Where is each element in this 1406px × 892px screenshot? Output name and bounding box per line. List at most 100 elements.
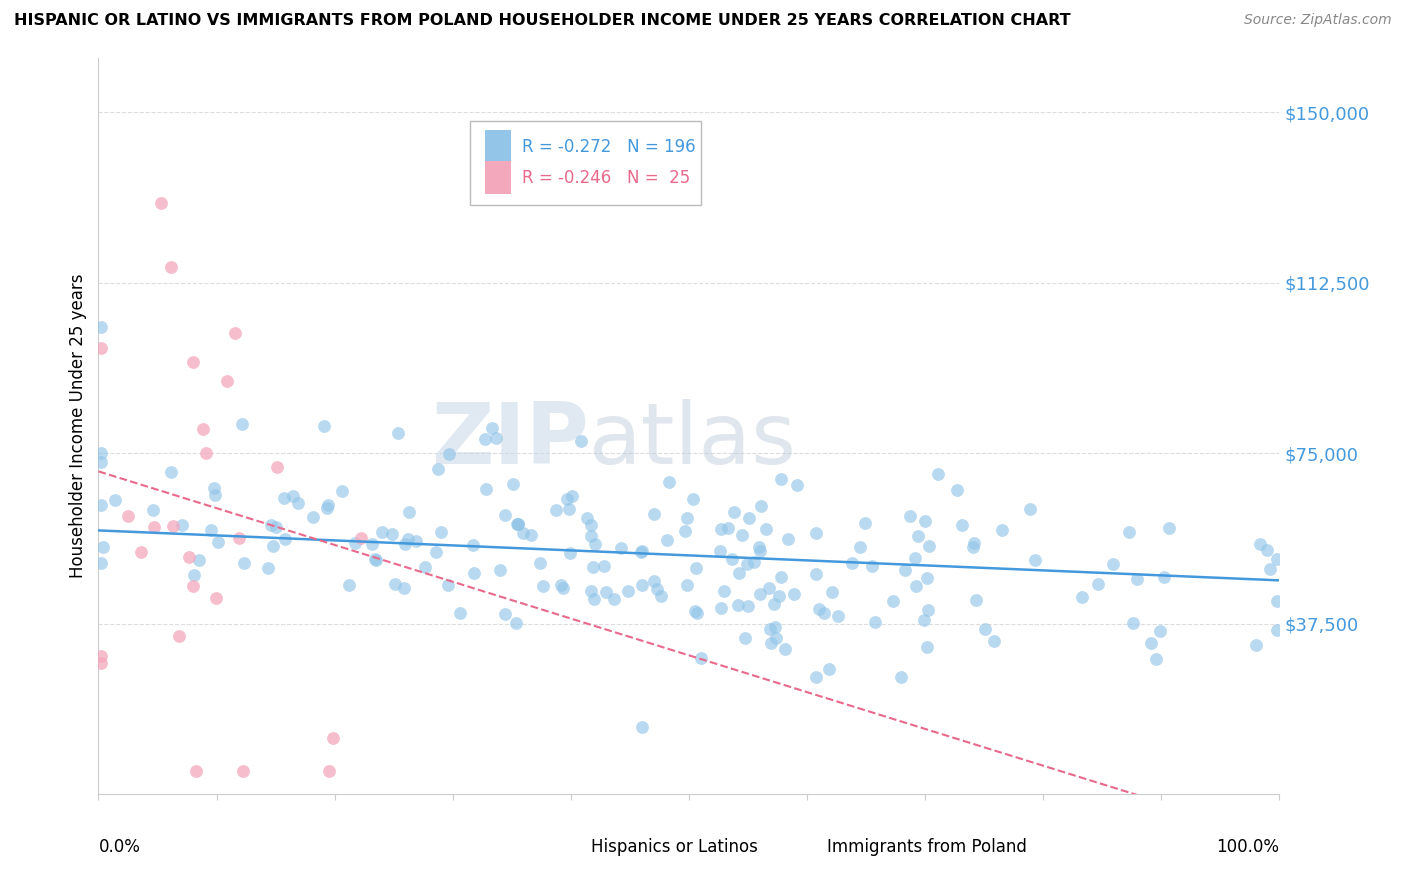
Point: [502, 476, 524, 491]
Point: [965, 592, 987, 607]
Point: [748, 540, 770, 554]
Point: [172, 518, 194, 533]
Point: [731, 528, 754, 542]
Bar: [485, 130, 510, 163]
Point: [398, 505, 420, 519]
Point: [394, 537, 416, 551]
Point: [179, 550, 201, 565]
Point: [90, 498, 112, 512]
Point: [763, 620, 786, 634]
Point: [90, 342, 112, 356]
Point: [754, 522, 776, 536]
Point: [387, 425, 409, 440]
Point: [281, 489, 304, 503]
Point: [763, 598, 786, 612]
Point: [917, 570, 939, 584]
Point: [617, 584, 640, 599]
Point: [339, 578, 361, 592]
Point: [806, 670, 828, 684]
Point: [841, 556, 863, 570]
Point: [370, 524, 392, 539]
Point: [1258, 561, 1281, 575]
Point: [758, 582, 780, 596]
Point: [1256, 543, 1278, 558]
Text: Immigrants from Poland: Immigrants from Poland: [827, 838, 1026, 856]
Point: [676, 578, 699, 592]
Point: [1144, 651, 1167, 665]
Point: [204, 488, 226, 502]
Point: [689, 651, 711, 665]
Point: [1024, 553, 1046, 567]
Point: [426, 462, 449, 476]
Point: [160, 260, 183, 274]
Point: [550, 578, 572, 592]
Point: [749, 544, 772, 558]
Point: [364, 552, 387, 566]
Point: [759, 622, 782, 636]
Point: [768, 589, 790, 603]
Point: [1071, 590, 1094, 604]
Point: [710, 522, 733, 536]
Point: [576, 511, 599, 525]
Point: [582, 560, 605, 574]
Point: [673, 524, 696, 538]
Text: Source: ZipAtlas.com: Source: ZipAtlas.com: [1244, 13, 1392, 28]
Point: [1118, 524, 1140, 539]
Point: [228, 531, 250, 545]
Point: [463, 538, 485, 552]
Point: [769, 570, 792, 584]
Point: [717, 521, 740, 535]
Point: [149, 195, 172, 210]
Point: [318, 764, 340, 779]
Point: [827, 609, 849, 624]
Point: [262, 539, 284, 553]
Text: ZIP: ZIP: [430, 399, 589, 483]
Point: [734, 632, 756, 646]
Point: [917, 603, 939, 617]
Point: [264, 519, 287, 533]
Point: [1265, 551, 1288, 566]
Point: [481, 421, 503, 435]
Point: [927, 467, 949, 481]
Point: [90, 556, 112, 570]
Point: [558, 501, 581, 516]
Point: [104, 492, 127, 507]
Point: [890, 670, 912, 684]
Point: [1157, 520, 1180, 534]
Point: [202, 481, 225, 495]
Point: [904, 551, 927, 566]
Point: [1140, 636, 1163, 650]
Point: [610, 541, 633, 555]
Point: [709, 601, 731, 615]
Point: [520, 528, 543, 542]
Point: [748, 587, 770, 601]
Point: [381, 527, 404, 541]
Point: [765, 631, 787, 645]
Point: [361, 536, 384, 550]
Point: [643, 508, 665, 522]
Point: [630, 544, 652, 558]
Point: [531, 579, 554, 593]
Point: [215, 374, 238, 388]
Point: [529, 556, 551, 570]
Point: [384, 577, 406, 591]
Point: [430, 524, 453, 539]
Point: [505, 615, 527, 630]
Point: [806, 526, 828, 541]
Point: [583, 537, 606, 551]
Point: [315, 500, 337, 515]
Point: [90, 446, 112, 460]
Point: [759, 636, 782, 650]
Point: [786, 477, 808, 491]
Text: R = -0.246   N =  25: R = -0.246 N = 25: [523, 169, 690, 186]
Point: [882, 594, 904, 608]
Point: [224, 326, 246, 341]
Point: [474, 432, 496, 446]
Point: [630, 545, 652, 559]
Point: [204, 591, 226, 605]
Point: [316, 498, 339, 512]
Point: [191, 422, 214, 436]
Point: [555, 491, 578, 506]
Text: R = -0.272   N = 196: R = -0.272 N = 196: [523, 137, 696, 156]
Point: [90, 455, 112, 469]
